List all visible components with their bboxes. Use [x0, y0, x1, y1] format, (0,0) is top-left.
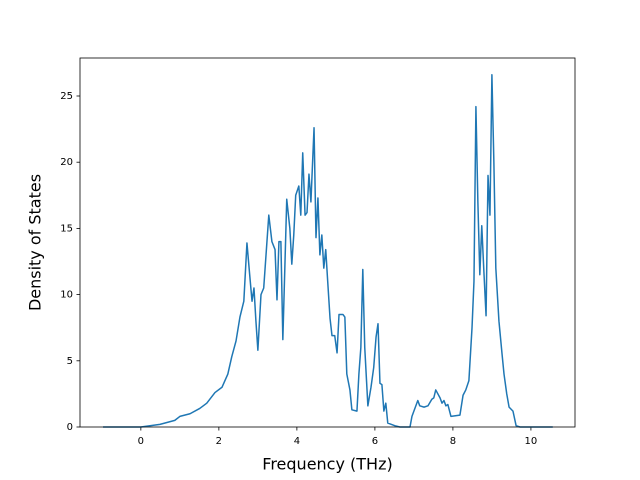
- y-tick-label: 20: [60, 157, 73, 168]
- y-tick-label: 25: [60, 91, 73, 102]
- line-series: [103, 74, 553, 428]
- x-tick-label: 0: [138, 436, 144, 447]
- x-tick-label: 4: [294, 436, 300, 447]
- x-tick-label: 10: [525, 436, 538, 447]
- y-tick-label: 15: [60, 223, 73, 234]
- x-tick-label: 2: [216, 436, 222, 447]
- x-tick-label: 6: [372, 436, 378, 447]
- y-tick-label: 0: [67, 422, 73, 433]
- x-axis-label: Frequency (THz): [262, 455, 392, 474]
- y-tick-label: 10: [60, 290, 73, 301]
- plot-frame: [79, 57, 576, 428]
- x-tick-label: 8: [450, 436, 456, 447]
- y-tick-label: 5: [67, 356, 73, 367]
- y-axis-label: Density of States: [26, 174, 45, 311]
